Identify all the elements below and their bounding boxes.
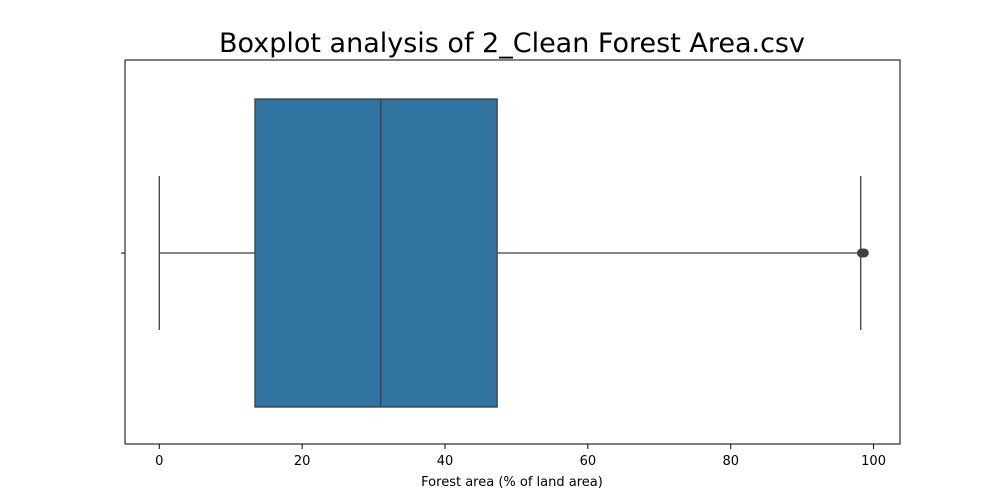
x-tick-label: 40: [437, 454, 454, 469]
x-tick-label: 80: [722, 454, 739, 469]
plot-layer: [158, 98, 869, 408]
outlier-point: [859, 248, 869, 258]
x-tick-label: 20: [294, 454, 311, 469]
chart-title: Boxplot analysis of 2_Clean Forest Area.…: [219, 28, 805, 59]
x-tick-label: 60: [580, 454, 597, 469]
x-tick-label: 100: [861, 454, 886, 469]
x-axis-label: Forest area (% of land area): [421, 475, 603, 490]
x-axis: 0 20 40 60 80 100: [155, 444, 886, 469]
interquartile-box: [254, 98, 498, 408]
x-tick-label: 0: [155, 454, 163, 469]
plot-frame: [124, 59, 901, 445]
